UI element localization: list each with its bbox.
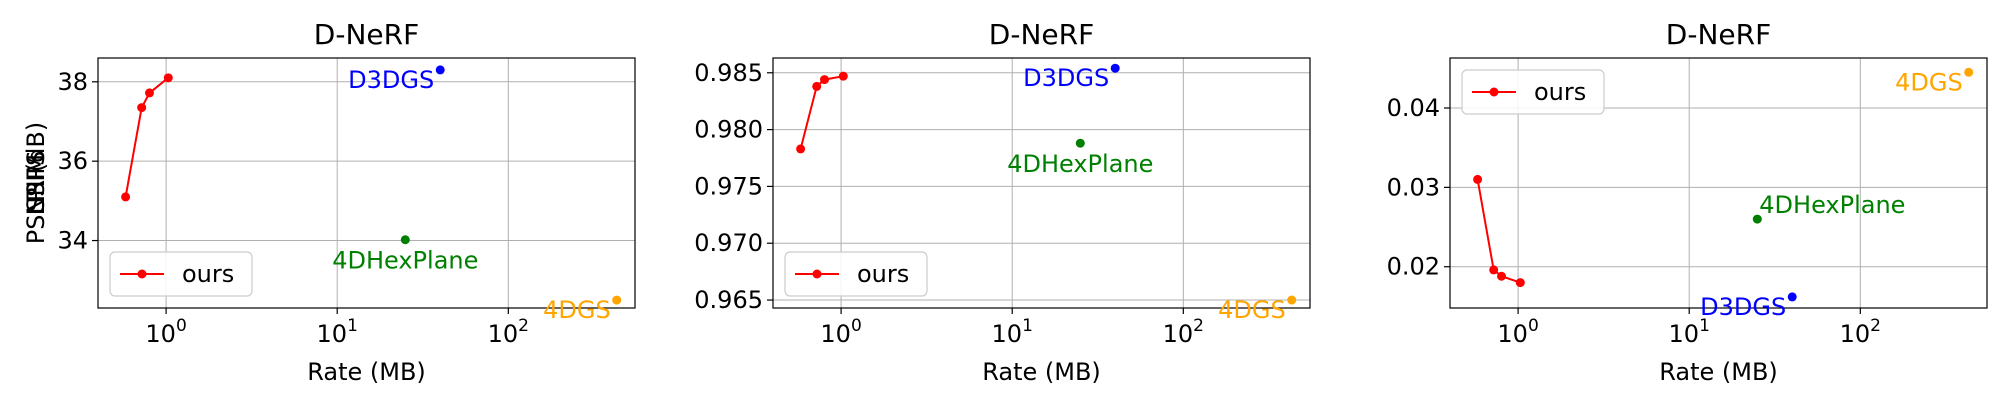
chart-1-xtick-label-0: 100	[145, 316, 186, 348]
chart-3: D-NeRF 100 101 102 0.02 0.03 0.04 Rate (MB) LPIP…	[22, 18, 1988, 386]
chart-3-series-0-line	[1476, 179, 1521, 284]
chart-2-series-3-label: 4DGS	[1218, 296, 1286, 324]
chart-1-series-2-point-0	[400, 235, 410, 245]
chart-1-legend: ours	[109, 251, 253, 297]
chart-2-title: D-NeRF	[989, 18, 1094, 51]
chart-2-legend: ours	[784, 251, 928, 297]
chart-3-legend-label: ours	[1534, 78, 1586, 106]
chart-2-legend-label: ours	[857, 260, 909, 288]
chart-2-series-0-point-3	[838, 71, 848, 81]
chart-1-series-3-label: 4DGS	[543, 296, 611, 324]
chart-1-xlabel: Rate (MB)	[307, 358, 426, 386]
chart-2-legend-box	[784, 251, 928, 297]
chart-2-ytick-label-1: 0.970	[694, 229, 763, 257]
chart-1-legend-marker	[137, 269, 147, 279]
chart-1-frame	[97, 57, 636, 309]
chart-1-series-0-line	[124, 77, 169, 198]
chart-2-series-0-point-1	[812, 81, 822, 91]
chart-3-legend-marker	[1489, 87, 1499, 97]
chart-3-xtick-label-1: 101	[1669, 316, 1710, 348]
chart-2-frame	[772, 57, 1311, 309]
chart-2-xtick-label-0: 100	[820, 316, 861, 348]
chart-1-series-0-point-1	[137, 103, 147, 113]
chart-2-xtick-label-2: 102	[1163, 316, 1204, 348]
chart-2-ytick-label-4: 0.985	[694, 59, 763, 87]
chart-3-series-0-point-3	[1515, 278, 1525, 288]
chart-2-ylabel: SSIM	[22, 154, 50, 212]
chart-1-series-1-point-0	[435, 65, 445, 75]
chart-3-ytick-label-1: 0.03	[1387, 173, 1440, 201]
chart-2-ytick-label-0: 0.965	[694, 286, 763, 314]
chart-1-xtick-label-2: 102	[488, 316, 529, 348]
chart-2-series-1-label: D3DGS	[1023, 64, 1109, 92]
chart-1-series-3-point-0	[612, 295, 622, 305]
chart-3-xtick-label-0: 100	[1497, 316, 1538, 348]
chart-2-series-0-line	[799, 75, 844, 150]
chart-3-legend: ours	[1461, 69, 1605, 115]
chart-1-xtick-label-1: 101	[317, 316, 358, 348]
chart-3-series-1-label: D3DGS	[1700, 293, 1786, 321]
chart-2-series-2-label: 4DHexPlane	[1007, 150, 1153, 178]
chart-1-series-0-point-3	[163, 73, 173, 83]
chart-1-series-0-point-0	[121, 192, 131, 202]
chart-2-series-1-point-0	[1110, 63, 1120, 73]
chart-2-ytick-label-2: 0.975	[694, 172, 763, 200]
chart-2-series-3-point-0	[1287, 295, 1297, 305]
chart-1-ytick-label-2: 38	[57, 68, 88, 96]
chart-3-series-3-point-0	[1964, 67, 1974, 77]
chart-3-frame	[1449, 57, 1988, 309]
chart-2-xtick-label-1: 101	[992, 316, 1033, 348]
chart-1-legend-box	[109, 251, 253, 297]
chart-2-series-2-point-0	[1075, 138, 1085, 148]
chart-1-title: D-NeRF	[314, 18, 419, 51]
chart-3-series-2-label: 4DHexPlane	[1759, 191, 1905, 219]
chart-3-xlabel: Rate (MB)	[1659, 358, 1778, 386]
chart-1-series-2-label: 4DHexPlane	[332, 247, 478, 275]
chart-2-series-0-point-0	[796, 144, 806, 154]
chart-2-xlabel: Rate (MB)	[982, 358, 1101, 386]
chart-2-series-0-point-2	[820, 75, 830, 85]
chart-3-ylabel: LPIPS	[22, 151, 50, 216]
chart-3-title: D-NeRF	[1666, 18, 1771, 51]
chart-3-series-0-point-2	[1497, 271, 1507, 281]
chart-1: D-NeRF 100 101 102 34 36 38 Rate (MB) PSNR (dB) D…	[22, 18, 636, 386]
chart-3-series-0-point-0	[1473, 174, 1483, 184]
chart-3-xtick-label-2: 102	[1840, 316, 1881, 348]
chart-3-series-0-point-1	[1489, 265, 1499, 275]
chart-3-legend-box	[1461, 69, 1605, 115]
chart-1-series-0-point-2	[145, 88, 155, 98]
chart-2-ytick-label-3: 0.980	[694, 116, 763, 144]
chart-1-ytick-label-1: 36	[57, 147, 88, 175]
chart-3-series-2-point-0	[1752, 214, 1762, 224]
chart-3-ytick-label-2: 0.04	[1387, 94, 1440, 122]
chart-3-series-1-point-0	[1787, 292, 1797, 302]
chart-3-ytick-label-0: 0.02	[1387, 253, 1440, 281]
chart-1-ytick-label-0: 34	[57, 227, 88, 255]
chart-2-legend-marker	[812, 269, 822, 279]
chart-1-legend-label: ours	[182, 260, 234, 288]
chart-3-series-3-label: 4DGS	[1895, 68, 1963, 96]
chart-2: D-NeRF 100 101 102 0.965 0.970 0.975 0.980 0.985…	[22, 18, 1311, 386]
chart-1-ylabel: PSNR (dB)	[22, 122, 50, 244]
chart-1-series-1-label: D3DGS	[348, 66, 434, 94]
